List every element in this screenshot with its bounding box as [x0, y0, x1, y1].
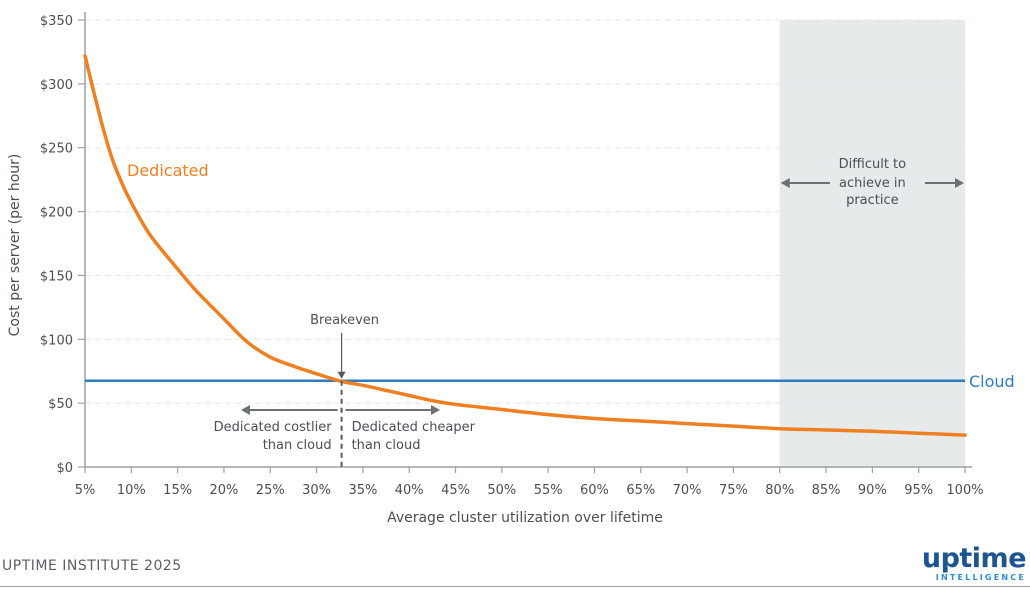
x-tick-label: 10%: [117, 483, 146, 498]
cheaper-arrowhead: [431, 405, 440, 415]
x-tick-label: 5%: [75, 483, 96, 498]
y-tick-label: $0: [56, 461, 73, 476]
series-label-dedicated: Dedicated: [127, 161, 209, 180]
series-label-cloud: Cloud: [969, 372, 1015, 391]
y-tick-label: $50: [48, 397, 73, 412]
x-tick-label: 55%: [534, 483, 563, 498]
logo-wordmark: uptime: [921, 543, 1027, 574]
difficult-region-annotation: Difficult to achieve in practice: [780, 157, 964, 208]
region-label-line-2: achieve in: [839, 176, 906, 191]
y-tick-label: $350: [40, 14, 73, 29]
breakeven-pointer-head: [337, 371, 346, 379]
x-tick-label: 15%: [163, 483, 192, 498]
x-tick-label: 60%: [580, 483, 609, 498]
y-tick-label: $250: [40, 142, 73, 157]
source-credit: UPTIME INSTITUTE 2025: [2, 558, 182, 574]
costlier-arrowhead: [241, 405, 250, 415]
x-tick-label: 100%: [946, 483, 983, 498]
x-tick-label: 20%: [209, 483, 238, 498]
gridlines: [85, 19, 965, 404]
x-tick-label: 25%: [256, 483, 285, 498]
x-tick-label: 80%: [765, 483, 794, 498]
y-tick-label: $200: [40, 206, 73, 221]
region-arrowhead-left: [780, 178, 790, 188]
y-tick-label: $300: [40, 78, 73, 93]
x-axis-ticks: 5% 10% 15% 20% 25% 30% 35% 40% 45% 50% 55% 60% 65% 70…: [75, 467, 984, 498]
x-tick-label: 70%: [673, 483, 702, 498]
x-tick-label: 50%: [487, 483, 516, 498]
x-tick-label: 75%: [719, 483, 748, 498]
y-axis-title: Cost per server (per hour): [7, 154, 23, 337]
cheaper-label-line-2: than cloud: [352, 438, 421, 453]
difficult-region: [779, 20, 965, 467]
x-tick-label: 90%: [858, 483, 887, 498]
y-axis-ticks: $0 $50 $100 $150 $200 $250 $300 $350: [40, 14, 85, 476]
breakeven-annotation: Breakeven Dedicated costlier than cloud …: [214, 313, 476, 467]
costlier-label-line-2: than cloud: [263, 438, 332, 453]
logo-subtitle: INTELLIGENCE: [935, 573, 1026, 582]
y-tick-label: $150: [40, 269, 73, 284]
region-label-line-1: Difficult to: [839, 157, 907, 172]
breakeven-label: Breakeven: [310, 313, 379, 328]
x-tick-label: 85%: [812, 483, 841, 498]
series-line-dedicated: [83, 54, 967, 437]
x-axis-title: Average cluster utilization over lifetim…: [387, 510, 663, 526]
y-tick-label: $100: [40, 333, 73, 348]
region-label-line-3: practice: [846, 193, 899, 208]
x-tick-label: 30%: [302, 483, 331, 498]
x-tick-label: 65%: [626, 483, 655, 498]
region-arrowhead-right: [955, 178, 964, 188]
x-tick-label: 45%: [441, 483, 470, 498]
costlier-label-line-1: Dedicated costlier: [214, 420, 333, 435]
cheaper-label-line-1: Dedicated cheaper: [352, 420, 476, 435]
x-tick-label: 95%: [904, 483, 933, 498]
x-tick-label: 40%: [395, 483, 424, 498]
footer-divider: [0, 586, 1030, 587]
x-tick-label: 35%: [348, 483, 377, 498]
uptime-intelligence-logo: uptime INTELLIGENCE: [921, 543, 1027, 582]
